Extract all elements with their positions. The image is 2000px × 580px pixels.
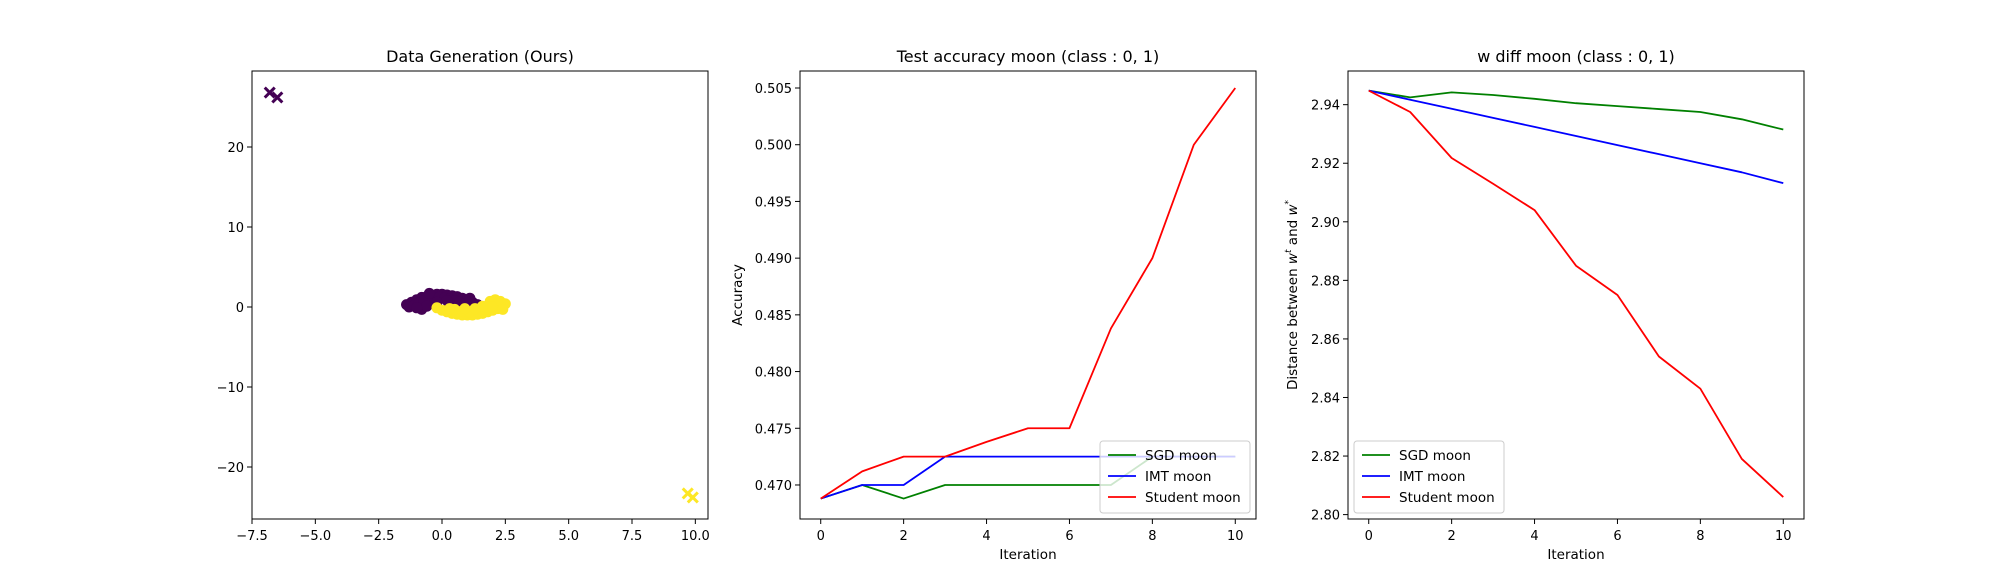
y-tick-label: 0.490 [755,252,792,267]
panel3-title: w diff moon (class : 0, 1) [1477,47,1675,66]
x-tick-label: 5.0 [558,529,579,544]
panel-w-diff: w diff moon (class : 0, 1) 0 2 4 6 8 10 2.80 2.… [1284,47,1805,563]
scatter-x-marker [263,86,276,99]
panel2-legend: SGD moon IMT moon Student moon [1099,440,1251,514]
x-tick-label: 7.5 [622,529,643,544]
series-line-student-moon [1368,89,1784,498]
y-tick-label: 0.485 [755,309,792,324]
legend-label: SGD moon [1145,448,1217,464]
scatter-point [444,303,456,315]
x-tick-label: 4 [982,529,990,544]
y-tick-label: 0.495 [755,195,792,210]
panel2-title: Test accuracy moon (class : 0, 1) [896,47,1160,66]
scatter-x-marker [271,91,284,104]
scatter-point [423,287,435,299]
panel3-ticks: 0 2 4 6 8 10 2.80 2.82 2.84 2.86 2.88 2.90 2.92 2.94 [1311,99,1791,544]
scatter-point [464,292,476,304]
series-line-sgd-moon [1368,89,1784,131]
legend-label: IMT moon [1399,469,1465,485]
y-tick-label: 2.82 [1311,450,1340,465]
x-tick-label: 4 [1530,529,1538,544]
x-tick-label: 6 [1613,529,1621,544]
series-line-student-moon [820,87,1236,500]
x-tick-label: 0 [1365,529,1373,544]
y-tick-label: 2.86 [1311,333,1340,348]
scatter-point [421,300,433,312]
panel3-xlabel: Iteration [1547,547,1604,563]
y-tick-label: 2.80 [1311,509,1340,524]
y-tick-label: 2.88 [1311,274,1340,289]
y-tick-label: 0.505 [755,82,792,97]
panel-data-generation: Data Generation (Ours) −7.5 −5.0 −2.5 0.0 2.… [217,47,710,544]
x-tick-label: 10 [1775,529,1792,544]
series-line-imt-moon [1368,89,1784,185]
scatter-point [487,301,499,313]
x-tick-label: 8 [1148,529,1156,544]
panel-test-accuracy: Test accuracy moon (class : 0, 1) 0 2 4 6 8 1… [730,47,1257,563]
panel3-legend: SGD moon IMT moon Student moon [1353,440,1505,514]
y-tick-label: 0.475 [755,422,792,437]
panel1-title: Data Generation (Ours) [386,47,574,66]
x-tick-label: 2.5 [495,529,516,544]
x-tick-label: 6 [1065,529,1073,544]
legend-label: IMT moon [1145,469,1211,485]
panel3-frame [1347,70,1805,520]
y-tick-label: 10 [227,221,244,236]
x-tick-label: 10.0 [681,529,710,544]
panel2-frame [799,70,1257,520]
y-tick-label: 2.92 [1311,157,1340,172]
panel2-ylabel: Accuracy [730,264,746,326]
y-tick-label: 0 [236,301,244,316]
panel3-ylabel-w1: w [1285,252,1301,264]
panel1-ticks: −7.5 −5.0 −2.5 0.0 2.5 5.0 7.5 10.0 −20 −10 0 10 20 [217,141,710,544]
y-tick-label: 20 [227,141,244,156]
y-tick-label: 0.470 [755,479,792,494]
x-tick-label: 8 [1696,529,1704,544]
panel2-xlabel: Iteration [999,547,1056,563]
x-tick-label: −7.5 [236,529,268,544]
x-tick-label: −5.0 [300,529,332,544]
y-tick-label: −20 [217,461,244,476]
scatter-point [497,303,509,315]
y-tick-label: 0.500 [755,139,792,154]
scatter-point [459,303,471,315]
x-tick-label: −2.5 [363,529,395,544]
legend-box [1353,440,1505,514]
panel3-marks [1368,89,1784,498]
panel3-ylabel-sup2: * [1284,199,1294,204]
x-tick-label: 2 [899,529,907,544]
panel3-ylabel: Distance between wt and w* [1284,199,1301,390]
y-tick-label: 2.94 [1311,99,1340,114]
y-tick-label: 2.84 [1311,391,1340,406]
x-tick-label: 0.0 [432,529,453,544]
x-tick-label: 0 [817,529,825,544]
y-tick-label: −10 [217,381,244,396]
panel3-ylabel-pre: Distance between [1285,264,1301,390]
x-tick-label: 2 [1447,529,1455,544]
panel1-marks [263,86,699,504]
legend-label: Student moon [1399,490,1495,506]
legend-box [1099,440,1251,514]
scatter-point [469,303,481,315]
legend-label: Student moon [1145,490,1241,506]
scatter-point [411,302,423,314]
x-tick-label: 10 [1227,529,1244,544]
y-tick-label: 2.90 [1311,216,1340,231]
panel1-frame [251,70,709,520]
panel3-ylabel-w2: w [1285,203,1301,215]
legend-label: SGD moon [1399,448,1471,464]
scatter-x-marker [686,491,699,504]
y-tick-label: 0.480 [755,366,792,381]
panel2-ticks: 0 2 4 6 8 10 0.470 0.475 0.480 0.485 0.490 0.495 0.5… [755,82,1244,544]
panel3-ylabel-mid: and [1285,215,1301,249]
panel3-ylabel-sup1: t [1284,249,1294,253]
